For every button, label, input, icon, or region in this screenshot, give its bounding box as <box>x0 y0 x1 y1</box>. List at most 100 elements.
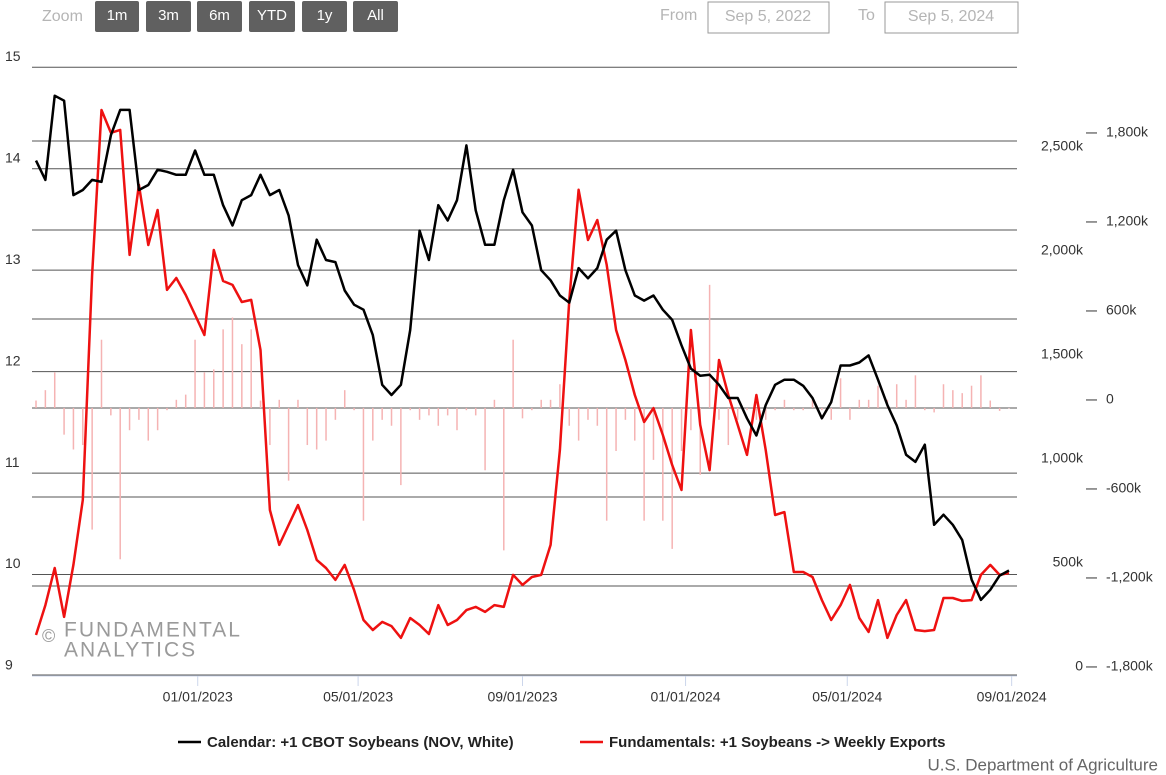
legend-label[interactable]: Calendar: +1 CBOT Soybeans (NOV, White) <box>207 734 514 751</box>
axes: 9 10 11 12 13 14 15 -1,800k -1,200k -600k 0 600k 1,2… <box>5 48 1154 705</box>
bar <box>905 399 907 408</box>
button-label[interactable]: 1y <box>317 7 333 24</box>
bar <box>596 407 599 426</box>
bar <box>540 399 542 408</box>
bar <box>110 407 112 416</box>
bar <box>437 407 440 426</box>
bar <box>428 407 430 416</box>
button-label[interactable]: 3m <box>158 7 179 24</box>
bar <box>334 407 337 420</box>
bar <box>1008 407 1010 409</box>
bar <box>839 378 842 408</box>
button-label[interactable]: 6m <box>209 7 230 24</box>
bar <box>577 407 580 441</box>
bar <box>559 384 561 408</box>
bar <box>484 407 486 471</box>
bar <box>942 384 945 408</box>
button-bg[interactable] <box>353 1 398 32</box>
bar <box>811 399 814 408</box>
button-bg[interactable] <box>249 1 295 32</box>
bar <box>755 407 758 420</box>
button-bg[interactable] <box>95 1 139 32</box>
button-label[interactable]: All <box>367 7 384 24</box>
bar <box>643 407 645 521</box>
y3-tick-label: -1,800k <box>1106 658 1154 674</box>
bar <box>184 394 187 408</box>
zoom-button[interactable]: All <box>353 1 398 32</box>
bar <box>783 399 786 408</box>
y2-tick-label: 1,000k <box>1041 450 1084 466</box>
to-value[interactable]: Sep 5, 2024 <box>908 8 994 25</box>
y3-tick-label: 600k <box>1106 302 1137 318</box>
x-tick-label: 05/01/2023 <box>323 689 393 705</box>
to-field[interactable]: Sep 5, 2024 <box>884 1 1019 34</box>
bar <box>231 317 234 408</box>
zoom-button[interactable]: 3m <box>146 1 191 32</box>
from-input[interactable] <box>707 1 830 34</box>
bar <box>259 400 262 408</box>
bars <box>35 284 1010 560</box>
bar <box>175 399 178 408</box>
bar <box>793 407 795 411</box>
bar <box>362 407 365 521</box>
bar <box>503 407 505 551</box>
bar <box>400 407 402 486</box>
bar <box>465 407 468 411</box>
bar <box>746 407 748 411</box>
x-tick-label: 09/01/2024 <box>977 689 1047 705</box>
bar <box>961 393 963 408</box>
bar <box>222 329 224 408</box>
button-bg[interactable] <box>302 1 347 32</box>
bar <box>652 407 655 460</box>
bar <box>680 407 683 451</box>
bar <box>989 400 992 408</box>
zoom-button[interactable]: 6m <box>197 1 242 32</box>
bar <box>699 407 701 475</box>
legend-label[interactable]: Fundamentals: +1 Soybeans -> Weekly Expo… <box>609 734 946 751</box>
lines <box>34 94 1010 640</box>
bar <box>194 339 196 408</box>
bar <box>100 339 103 408</box>
zoom-button[interactable]: 1y <box>302 1 347 32</box>
bar <box>53 372 56 408</box>
button-bg[interactable] <box>197 1 242 32</box>
to-label: To <box>858 7 875 24</box>
x-tick-label: 05/01/2024 <box>812 689 882 705</box>
y2-tick-label: 1,500k <box>1041 346 1084 362</box>
bar <box>138 407 140 420</box>
bar <box>671 407 673 549</box>
x-tick-label: 01/01/2024 <box>651 689 721 705</box>
y-tick-label: 14 <box>5 149 21 165</box>
bar <box>830 407 832 420</box>
button-label[interactable]: 1m <box>107 7 128 24</box>
y3-tick-label: -600k <box>1106 480 1142 496</box>
bar <box>531 407 533 411</box>
y-tick-label: 12 <box>5 352 21 368</box>
series-line <box>34 94 1010 602</box>
from-value[interactable]: Sep 5, 2022 <box>725 8 811 25</box>
bar <box>849 407 851 420</box>
zoom-buttons: 1m 3m 6m YTD 1y All <box>95 1 398 32</box>
bar <box>924 407 926 411</box>
button-label[interactable]: YTD <box>257 7 287 24</box>
from-label: From <box>660 7 697 24</box>
y-tick-label: 13 <box>5 251 21 267</box>
legend: Calendar: +1 CBOT Soybeans (NOV, White) F… <box>178 734 946 751</box>
bar <box>521 407 524 419</box>
bar <box>764 407 767 420</box>
zoom-label: Zoom <box>42 8 83 25</box>
zoom-button[interactable]: 1m <box>95 1 139 32</box>
bar <box>690 407 692 431</box>
bar <box>662 407 664 521</box>
to-input[interactable] <box>884 1 1019 34</box>
bar <box>72 407 75 450</box>
zoom-button[interactable]: YTD <box>249 1 295 32</box>
bar <box>774 407 776 411</box>
button-bg[interactable] <box>146 1 191 32</box>
x-tick-label: 09/01/2023 <box>487 689 557 705</box>
bar <box>493 399 496 408</box>
bar <box>736 407 739 420</box>
from-field[interactable]: Sep 5, 2022 <box>707 1 830 34</box>
